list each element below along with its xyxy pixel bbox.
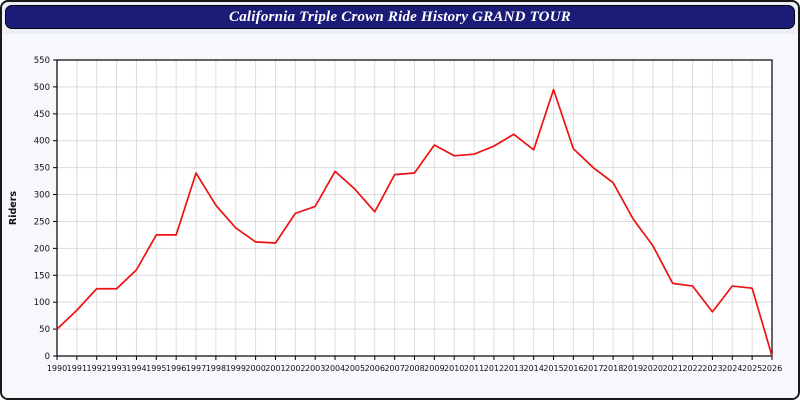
svg-text:2004: 2004	[325, 364, 345, 373]
svg-text:100: 100	[34, 298, 50, 308]
svg-text:2008: 2008	[404, 364, 424, 373]
svg-text:350: 350	[34, 164, 50, 174]
svg-text:2007: 2007	[384, 364, 404, 373]
svg-text:2017: 2017	[583, 364, 603, 373]
svg-text:2014: 2014	[523, 364, 543, 373]
svg-text:2001: 2001	[265, 364, 285, 373]
svg-text:200: 200	[34, 244, 50, 254]
svg-text:2021: 2021	[663, 364, 683, 373]
svg-text:2015: 2015	[543, 364, 563, 373]
svg-text:2012: 2012	[484, 364, 504, 373]
svg-text:2000: 2000	[245, 364, 265, 373]
svg-text:2006: 2006	[365, 364, 385, 373]
svg-text:2003: 2003	[305, 364, 325, 373]
svg-text:2009: 2009	[424, 364, 444, 373]
svg-text:400: 400	[34, 137, 50, 147]
svg-text:1998: 1998	[206, 364, 226, 373]
svg-text:2016: 2016	[563, 364, 583, 373]
svg-text:Riders: Riders	[8, 191, 19, 226]
svg-text:1990: 1990	[47, 364, 67, 373]
svg-text:1993: 1993	[106, 364, 126, 373]
svg-text:1991: 1991	[67, 364, 87, 373]
svg-text:50: 50	[39, 325, 50, 335]
svg-text:2013: 2013	[504, 364, 524, 373]
svg-text:2011: 2011	[464, 364, 484, 373]
svg-text:300: 300	[34, 191, 50, 201]
svg-text:1995: 1995	[146, 364, 166, 373]
svg-text:1999: 1999	[226, 364, 246, 373]
chart-title: California Triple Crown Ride History GRA…	[229, 8, 571, 25]
line-chart: 1990 1991 1992 1993 1994 1995 1996 1997 1998 1999…	[2, 34, 798, 398]
svg-text:2025: 2025	[742, 364, 762, 373]
svg-text:1992: 1992	[87, 364, 107, 373]
chart-area: 1990 1991 1992 1993 1994 1995 1996 1997 1998 1999…	[2, 34, 798, 398]
svg-text:0: 0	[45, 352, 50, 362]
svg-text:2010: 2010	[444, 364, 464, 373]
svg-text:2024: 2024	[722, 364, 742, 373]
svg-text:450: 450	[34, 110, 50, 120]
svg-text:550: 550	[34, 56, 50, 66]
svg-text:1996: 1996	[166, 364, 186, 373]
svg-text:2002: 2002	[285, 364, 305, 373]
svg-text:150: 150	[34, 271, 50, 281]
svg-text:1994: 1994	[126, 364, 146, 373]
svg-text:2026: 2026	[762, 364, 782, 373]
svg-text:2022: 2022	[682, 364, 702, 373]
svg-text:2005: 2005	[345, 364, 365, 373]
svg-text:500: 500	[34, 83, 50, 93]
chart-title-bar: California Triple Crown Ride History GRA…	[5, 5, 795, 29]
svg-text:250: 250	[34, 217, 50, 227]
svg-text:2023: 2023	[702, 364, 722, 373]
svg-text:2018: 2018	[603, 364, 623, 373]
svg-text:1997: 1997	[186, 364, 206, 373]
svg-text:2019: 2019	[623, 364, 643, 373]
svg-text:2020: 2020	[643, 364, 663, 373]
